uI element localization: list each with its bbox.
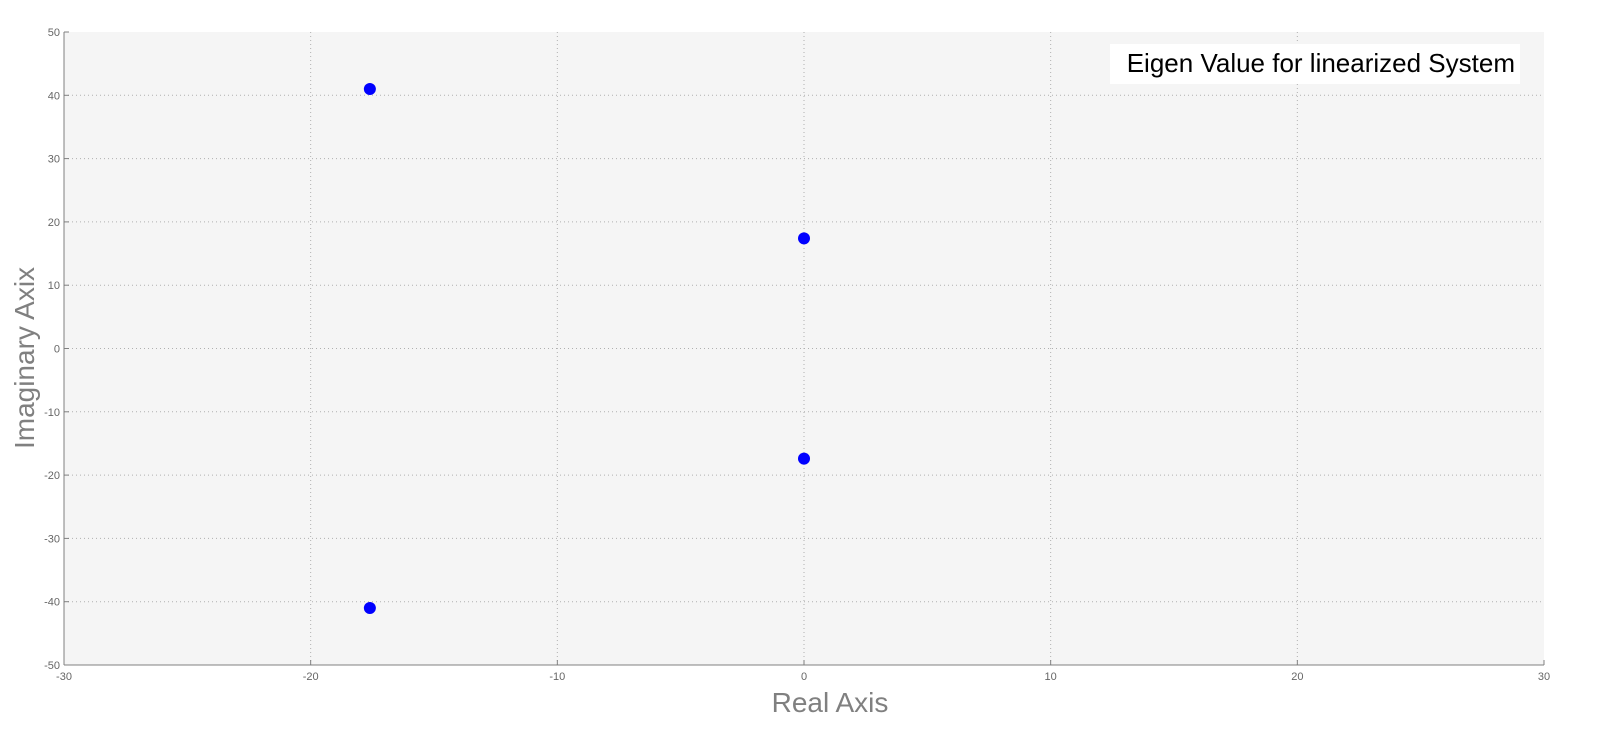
x-tick-label: 20 [1291, 671, 1303, 683]
x-tick-label: 10 [1045, 671, 1057, 683]
x-tick-label: -10 [549, 671, 565, 683]
axes [63, 31, 1545, 666]
x-tick-label: -20 [303, 671, 319, 683]
y-tick-label: -50 [44, 660, 60, 672]
y-tick-label: 30 [48, 154, 60, 166]
y-tick-label: 50 [48, 27, 60, 39]
y-tick-label: 40 [48, 90, 60, 102]
y-tick-label: -20 [44, 470, 60, 482]
eigenvalue-point [363, 82, 376, 95]
x-tick-label: 0 [801, 671, 807, 683]
eigenvalue-point [363, 602, 376, 615]
y-axis-label: Imaginary Axix [9, 267, 40, 449]
x-tick-label: -30 [56, 671, 72, 683]
grid-lines [64, 32, 1544, 665]
y-tick-label: -40 [44, 597, 60, 609]
y-tick-labels: -50 -40 -30 -20 -10 0 10 20 30 40 50 [44, 27, 60, 672]
annotation-text: Eigen Value for linearized System [1127, 48, 1515, 78]
y-tick-label: 0 [54, 344, 60, 356]
y-tick-label: 20 [48, 217, 60, 229]
y-tick-label: -10 [44, 407, 60, 419]
eigenvalue-point [798, 452, 810, 465]
x-axis-label: Real Axis [772, 687, 889, 718]
y-tick-label: -30 [44, 533, 60, 545]
x-tick-label: 30 [1538, 671, 1550, 683]
data-points [363, 82, 810, 615]
x-tick-labels: -30 -20 -10 0 10 20 30 [56, 671, 1550, 683]
eigenvalue-point [798, 232, 810, 245]
y-tick-label: 10 [48, 280, 60, 292]
annotation-background [1110, 44, 1520, 84]
